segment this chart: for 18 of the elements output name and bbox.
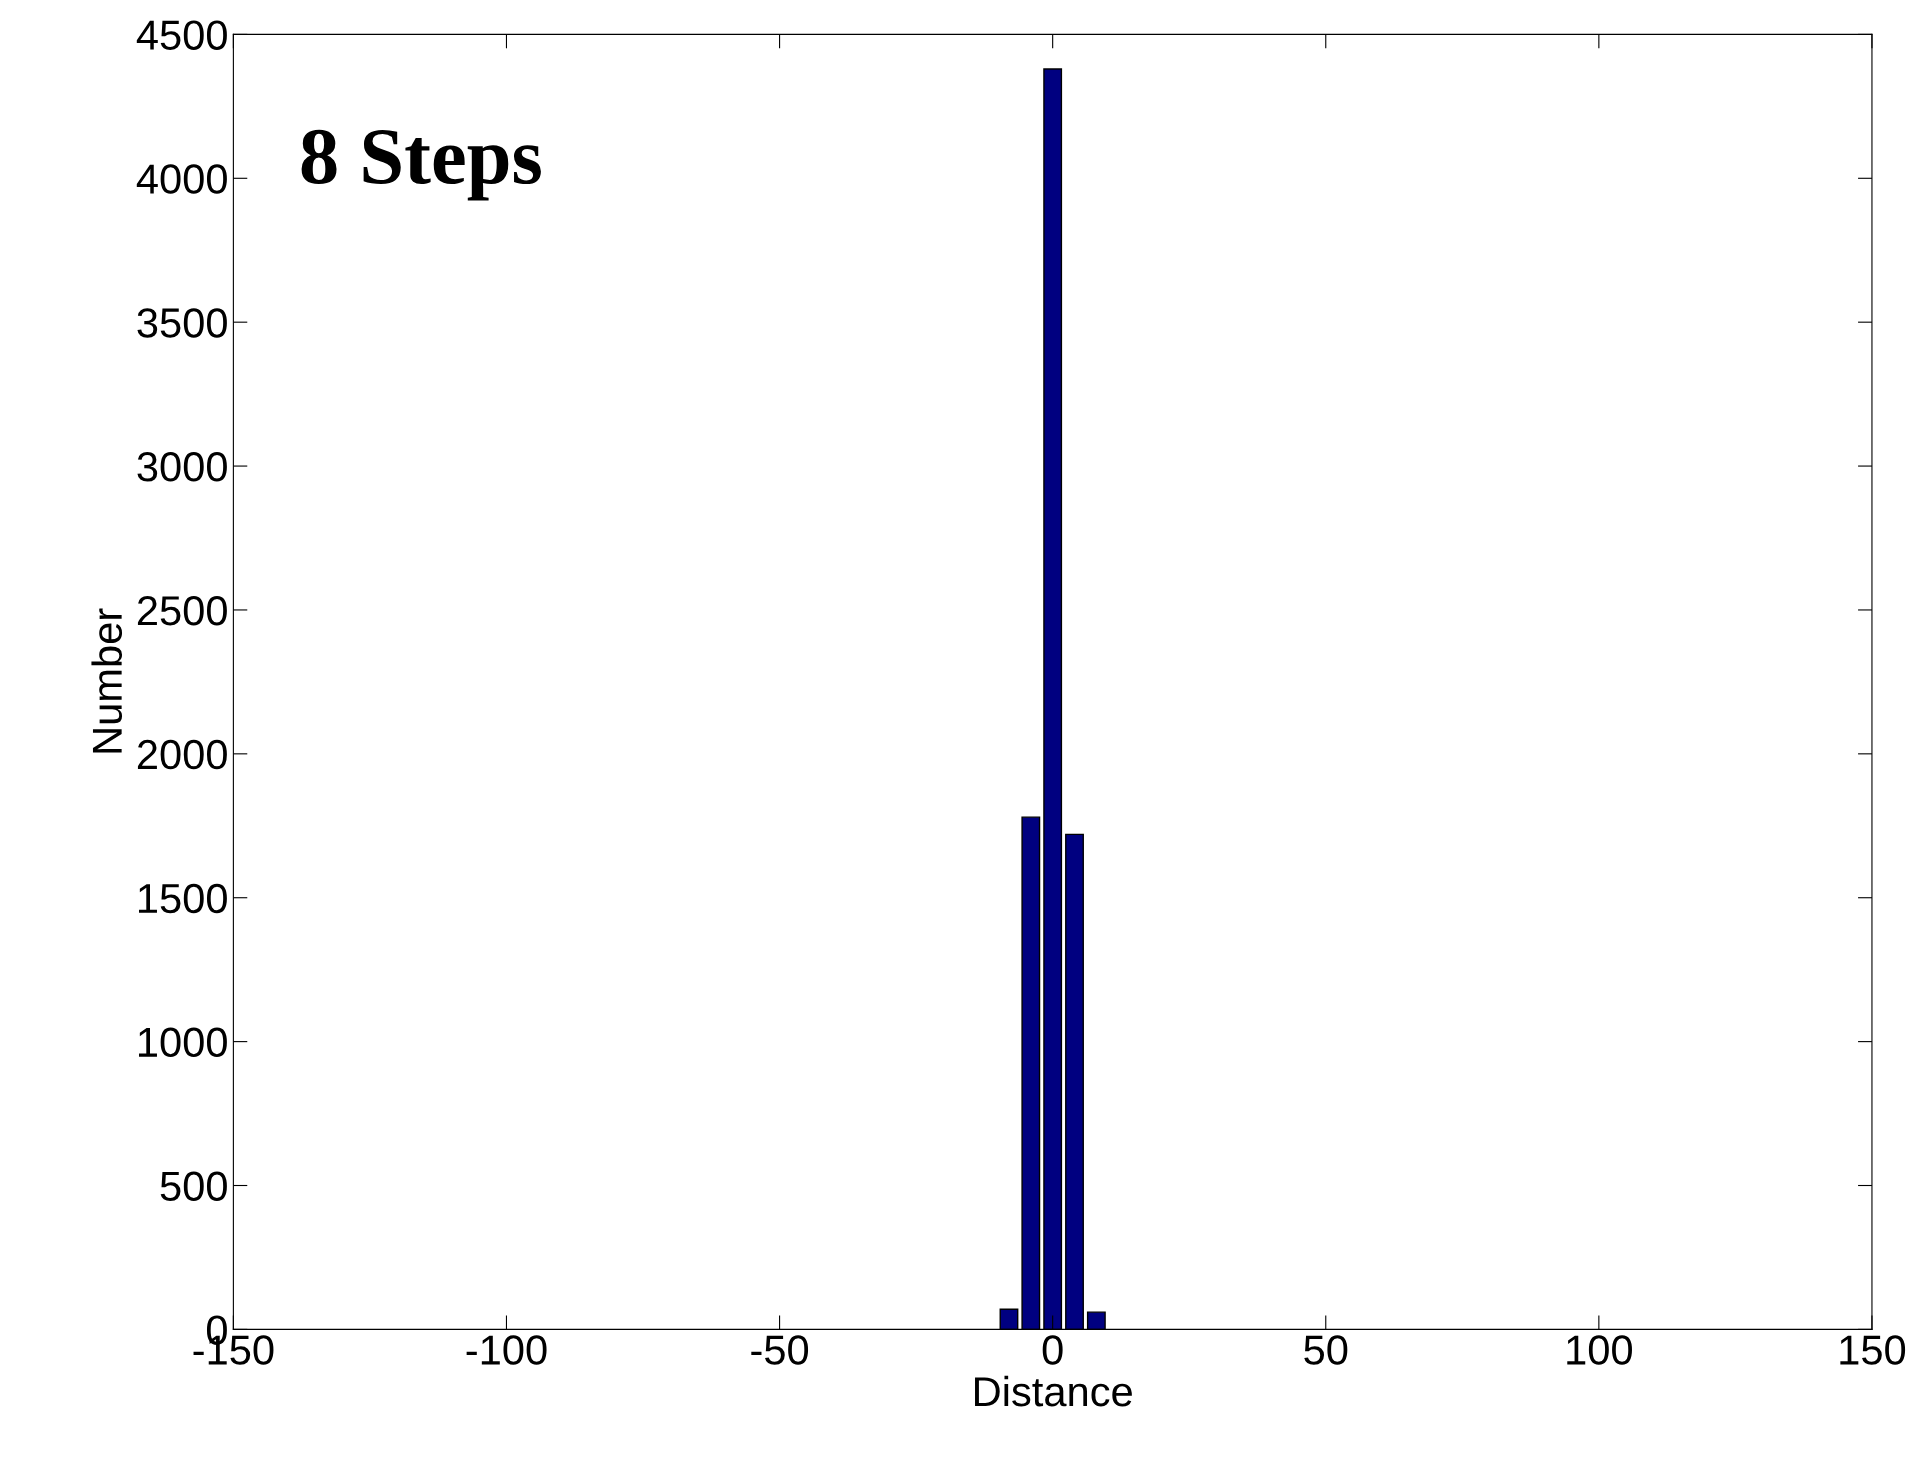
x-tick-label: -50 — [751, 1335, 809, 1365]
y-tick-label: 2000 — [137, 739, 227, 770]
x-tick-label: 150 — [1840, 1335, 1906, 1365]
x-tick-label: 0 — [1042, 1335, 1063, 1365]
x-tick-label: 100 — [1567, 1335, 1632, 1365]
x-axis-title: Distance — [975, 1375, 1132, 1407]
y-axis-title: Number — [91, 608, 123, 753]
x-tick-label: -100 — [466, 1335, 547, 1365]
y-tick-label: 3500 — [137, 308, 227, 338]
annotation: 8 Steps — [301, 129, 541, 201]
x-tick-label: 50 — [1304, 1335, 1348, 1365]
y-tick-label: 1000 — [139, 1027, 227, 1058]
y-tick-label: 4500 — [136, 20, 227, 50]
y-tick-label: 3000 — [137, 452, 227, 482]
y-tick-label: 2500 — [137, 595, 227, 626]
y-tick-label: 500 — [160, 1171, 227, 1202]
y-tick-label: 1500 — [139, 883, 227, 914]
y-tick-label: 4000 — [136, 164, 227, 194]
